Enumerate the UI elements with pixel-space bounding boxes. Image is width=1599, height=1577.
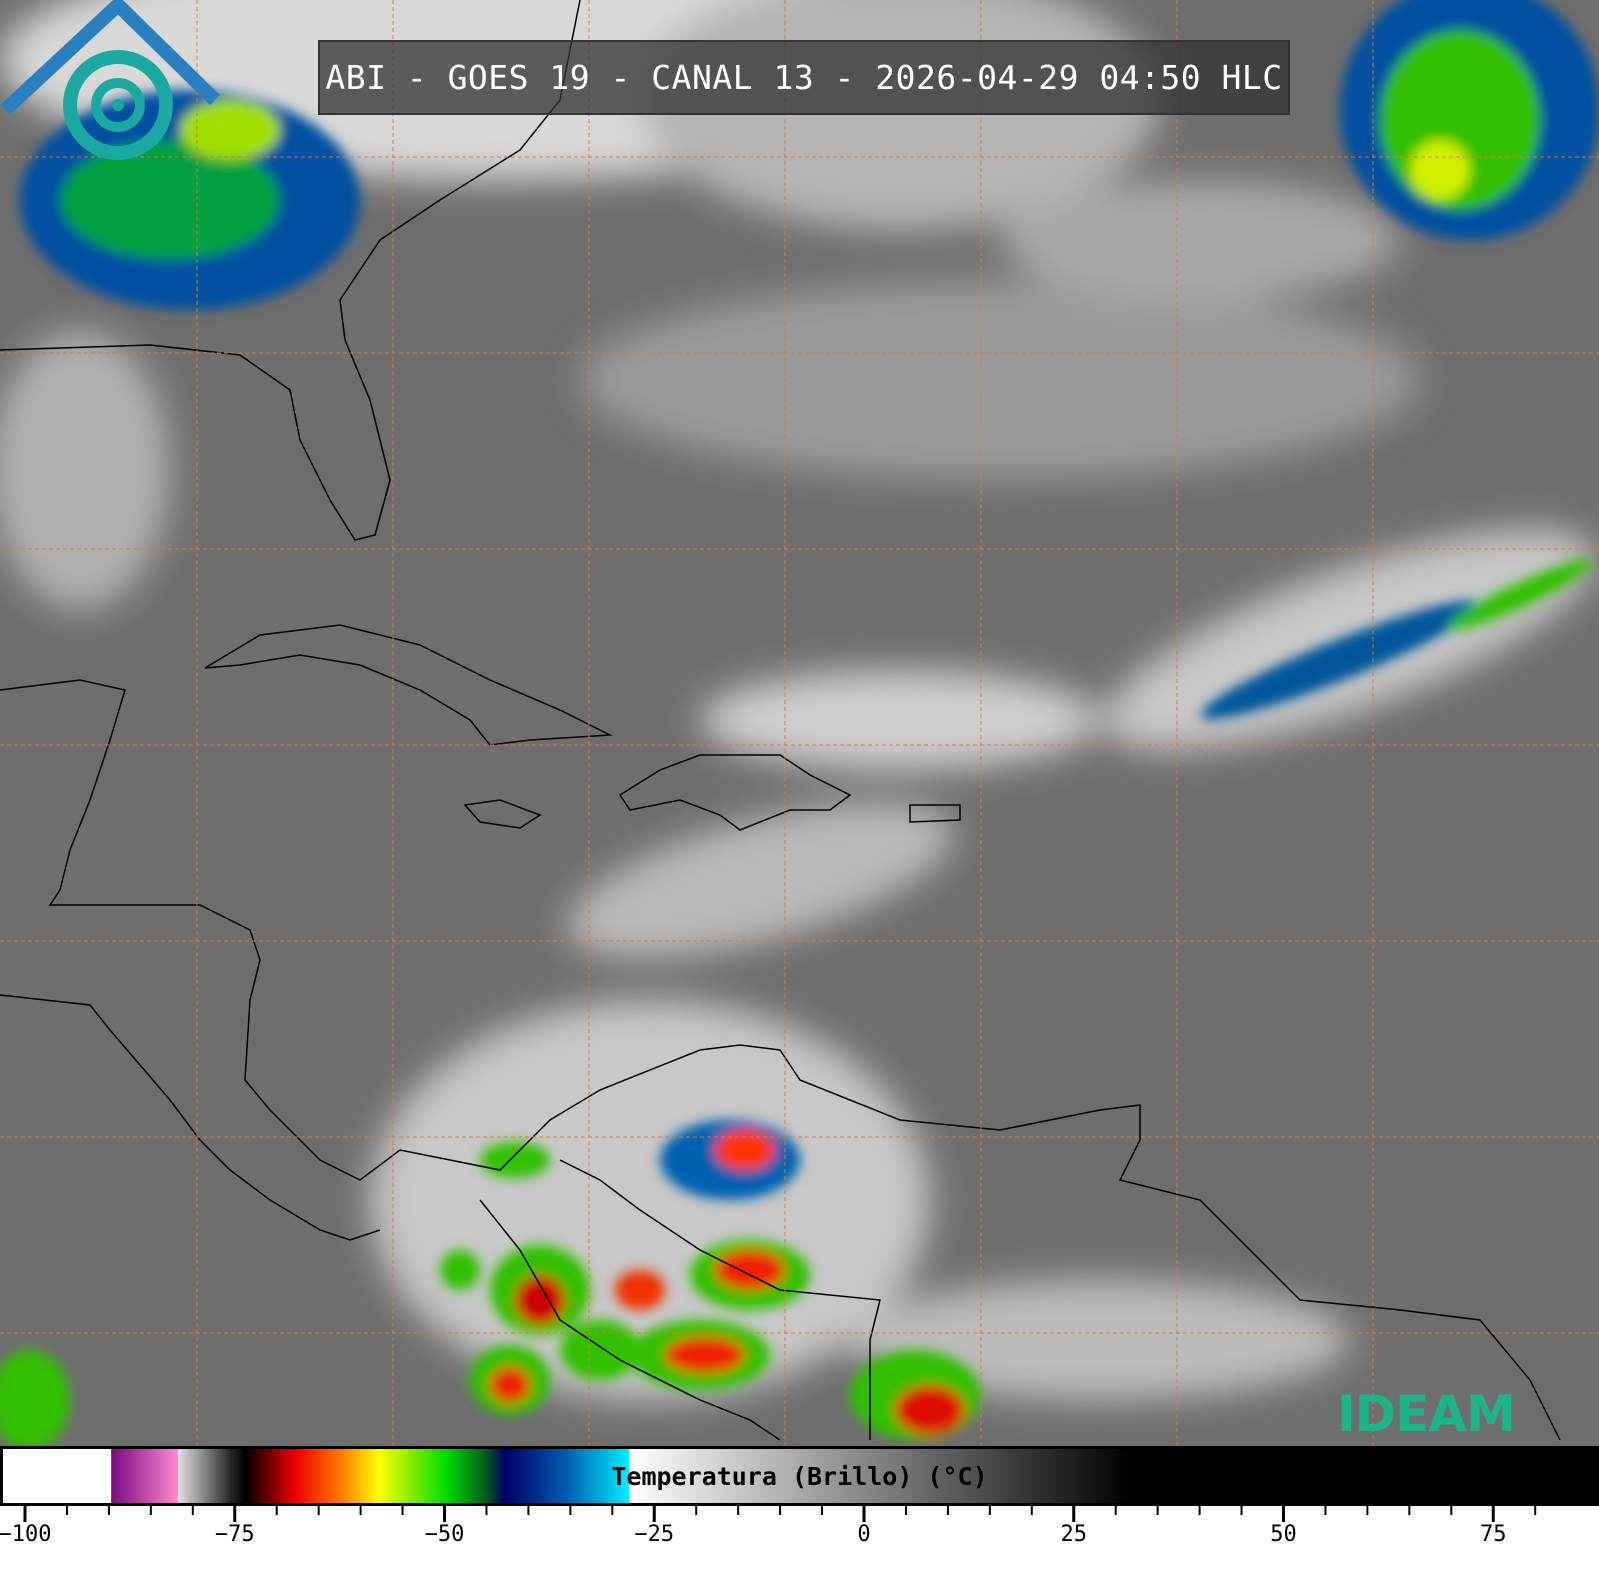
logo-text: IDEAM [1337, 1385, 1516, 1443]
tick-label: 50 [1270, 1522, 1297, 1547]
tick-label: 0 [857, 1522, 871, 1547]
tick-label: −50 [424, 1522, 465, 1547]
tick-label: 75 [1480, 1522, 1507, 1547]
colorbar-label: Temperatura (Brillo) (°C) [0, 1446, 1599, 1506]
ideam-logo [0, 0, 220, 160]
title-banner: ABI - GOES 19 - CANAL 13 - 2026-04-29 04… [318, 40, 1290, 115]
cold-cloud-tops [0, 0, 1599, 1448]
tick-label: −75 [214, 1522, 255, 1547]
coastlines [0, 0, 1561, 1441]
colorbar-title: Temperatura (Brillo) (°C) [611, 1461, 988, 1491]
temperature-colorbar [0, 1446, 1599, 1506]
tick-label: 25 [1060, 1522, 1088, 1547]
image-title: ABI - GOES 19 - CANAL 13 - 2026-04-29 04… [325, 58, 1283, 97]
satellite-image: ABI - GOES 19 - CANAL 13 - 2026-04-29 04… [0, 0, 1599, 1448]
colorbar-ticks [23, 1506, 1537, 1522]
lat-lon-grid [0, 0, 1599, 1448]
tick-label: −25 [634, 1522, 675, 1547]
map-layer [0, 0, 1599, 1448]
tick-label: −100 [0, 1522, 52, 1547]
